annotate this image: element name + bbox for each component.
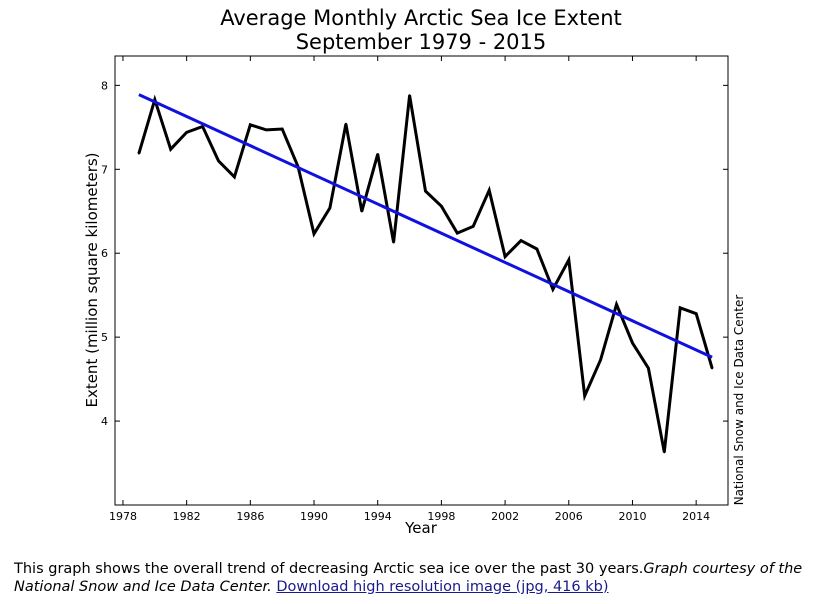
y-tick-label: 7 bbox=[101, 163, 108, 176]
y-tick-label: 4 bbox=[101, 415, 108, 428]
extent-point bbox=[472, 225, 475, 228]
x-tick-label: 2010 bbox=[618, 510, 646, 523]
extent-point bbox=[551, 288, 555, 291]
extent-point bbox=[424, 189, 427, 193]
y-tick-label: 8 bbox=[101, 79, 108, 92]
caption-text: This graph shows the overall trend of de… bbox=[14, 561, 644, 577]
chart-caption: This graph shows the overall trend of de… bbox=[14, 561, 809, 596]
extent-point bbox=[535, 247, 539, 251]
x-tick-label: 1998 bbox=[427, 510, 455, 523]
extent-point bbox=[631, 341, 634, 345]
y-axis-ticks: 4 5 6 7 8 bbox=[101, 79, 728, 428]
series-layer bbox=[137, 93, 714, 454]
x-axis-ticks: 1978 1982 1986 1990 1994 1998 2002 2006 2010 2014 bbox=[109, 56, 710, 523]
extent-point bbox=[185, 131, 188, 134]
source-label: National Snow and Ice Data Center bbox=[732, 295, 746, 506]
extent-point bbox=[440, 205, 443, 208]
extent-point bbox=[280, 127, 284, 131]
chart-title: Average Monthly Arctic Sea Ice Extent bbox=[220, 6, 622, 30]
extent-point bbox=[201, 125, 204, 128]
y-tick-label: 6 bbox=[101, 247, 108, 260]
extent-point bbox=[408, 94, 411, 97]
trend-line bbox=[138, 93, 713, 359]
extent-point bbox=[694, 312, 698, 315]
extent-point bbox=[344, 122, 348, 126]
extent-point bbox=[567, 258, 570, 262]
extent-point bbox=[487, 189, 491, 192]
y-axis-label: Extent (million square kilometers) bbox=[83, 152, 101, 407]
extent-point bbox=[249, 123, 252, 127]
y-tick-label: 5 bbox=[101, 331, 108, 344]
x-tick-label: 1982 bbox=[173, 510, 201, 523]
extent-point bbox=[679, 306, 682, 309]
sea-ice-chart: Average Monthly Arctic Sea Ice Extent Se… bbox=[83, 6, 746, 537]
extent-point bbox=[615, 303, 618, 306]
download-image-link[interactable]: Download high resolution image (jpg, 416… bbox=[276, 578, 609, 595]
chart-subtitle: September 1979 - 2015 bbox=[296, 30, 547, 54]
extent-point bbox=[376, 152, 379, 156]
plot-area bbox=[114, 55, 729, 506]
extent-point bbox=[265, 128, 268, 132]
extent-point bbox=[456, 231, 459, 235]
extent-point bbox=[169, 147, 172, 151]
x-tick-label: 1994 bbox=[364, 510, 392, 523]
extent-point bbox=[519, 239, 523, 242]
extent-point bbox=[312, 232, 316, 236]
extent-point bbox=[137, 152, 141, 155]
caption-credit: Graph courtesy of the National Snow and … bbox=[14, 561, 803, 595]
extent-point bbox=[663, 450, 666, 454]
extent-point bbox=[217, 159, 220, 163]
extent-point bbox=[233, 175, 236, 179]
x-tick-label: 2006 bbox=[555, 510, 583, 523]
x-tick-label: 2002 bbox=[491, 510, 519, 523]
x-tick-label: 1978 bbox=[109, 510, 137, 523]
extent-point bbox=[710, 367, 714, 370]
x-tick-label: 1986 bbox=[236, 510, 264, 523]
extent-point bbox=[647, 367, 650, 370]
extent-point bbox=[360, 210, 363, 213]
x-tick-label: 2014 bbox=[682, 510, 710, 523]
extent-point bbox=[503, 255, 507, 258]
extent-point bbox=[583, 394, 586, 398]
x-tick-label: 1990 bbox=[300, 510, 328, 523]
extent-point bbox=[328, 206, 332, 210]
extent-point bbox=[392, 241, 395, 244]
extent-point bbox=[599, 358, 602, 362]
x-axis-label: Year bbox=[404, 519, 438, 537]
